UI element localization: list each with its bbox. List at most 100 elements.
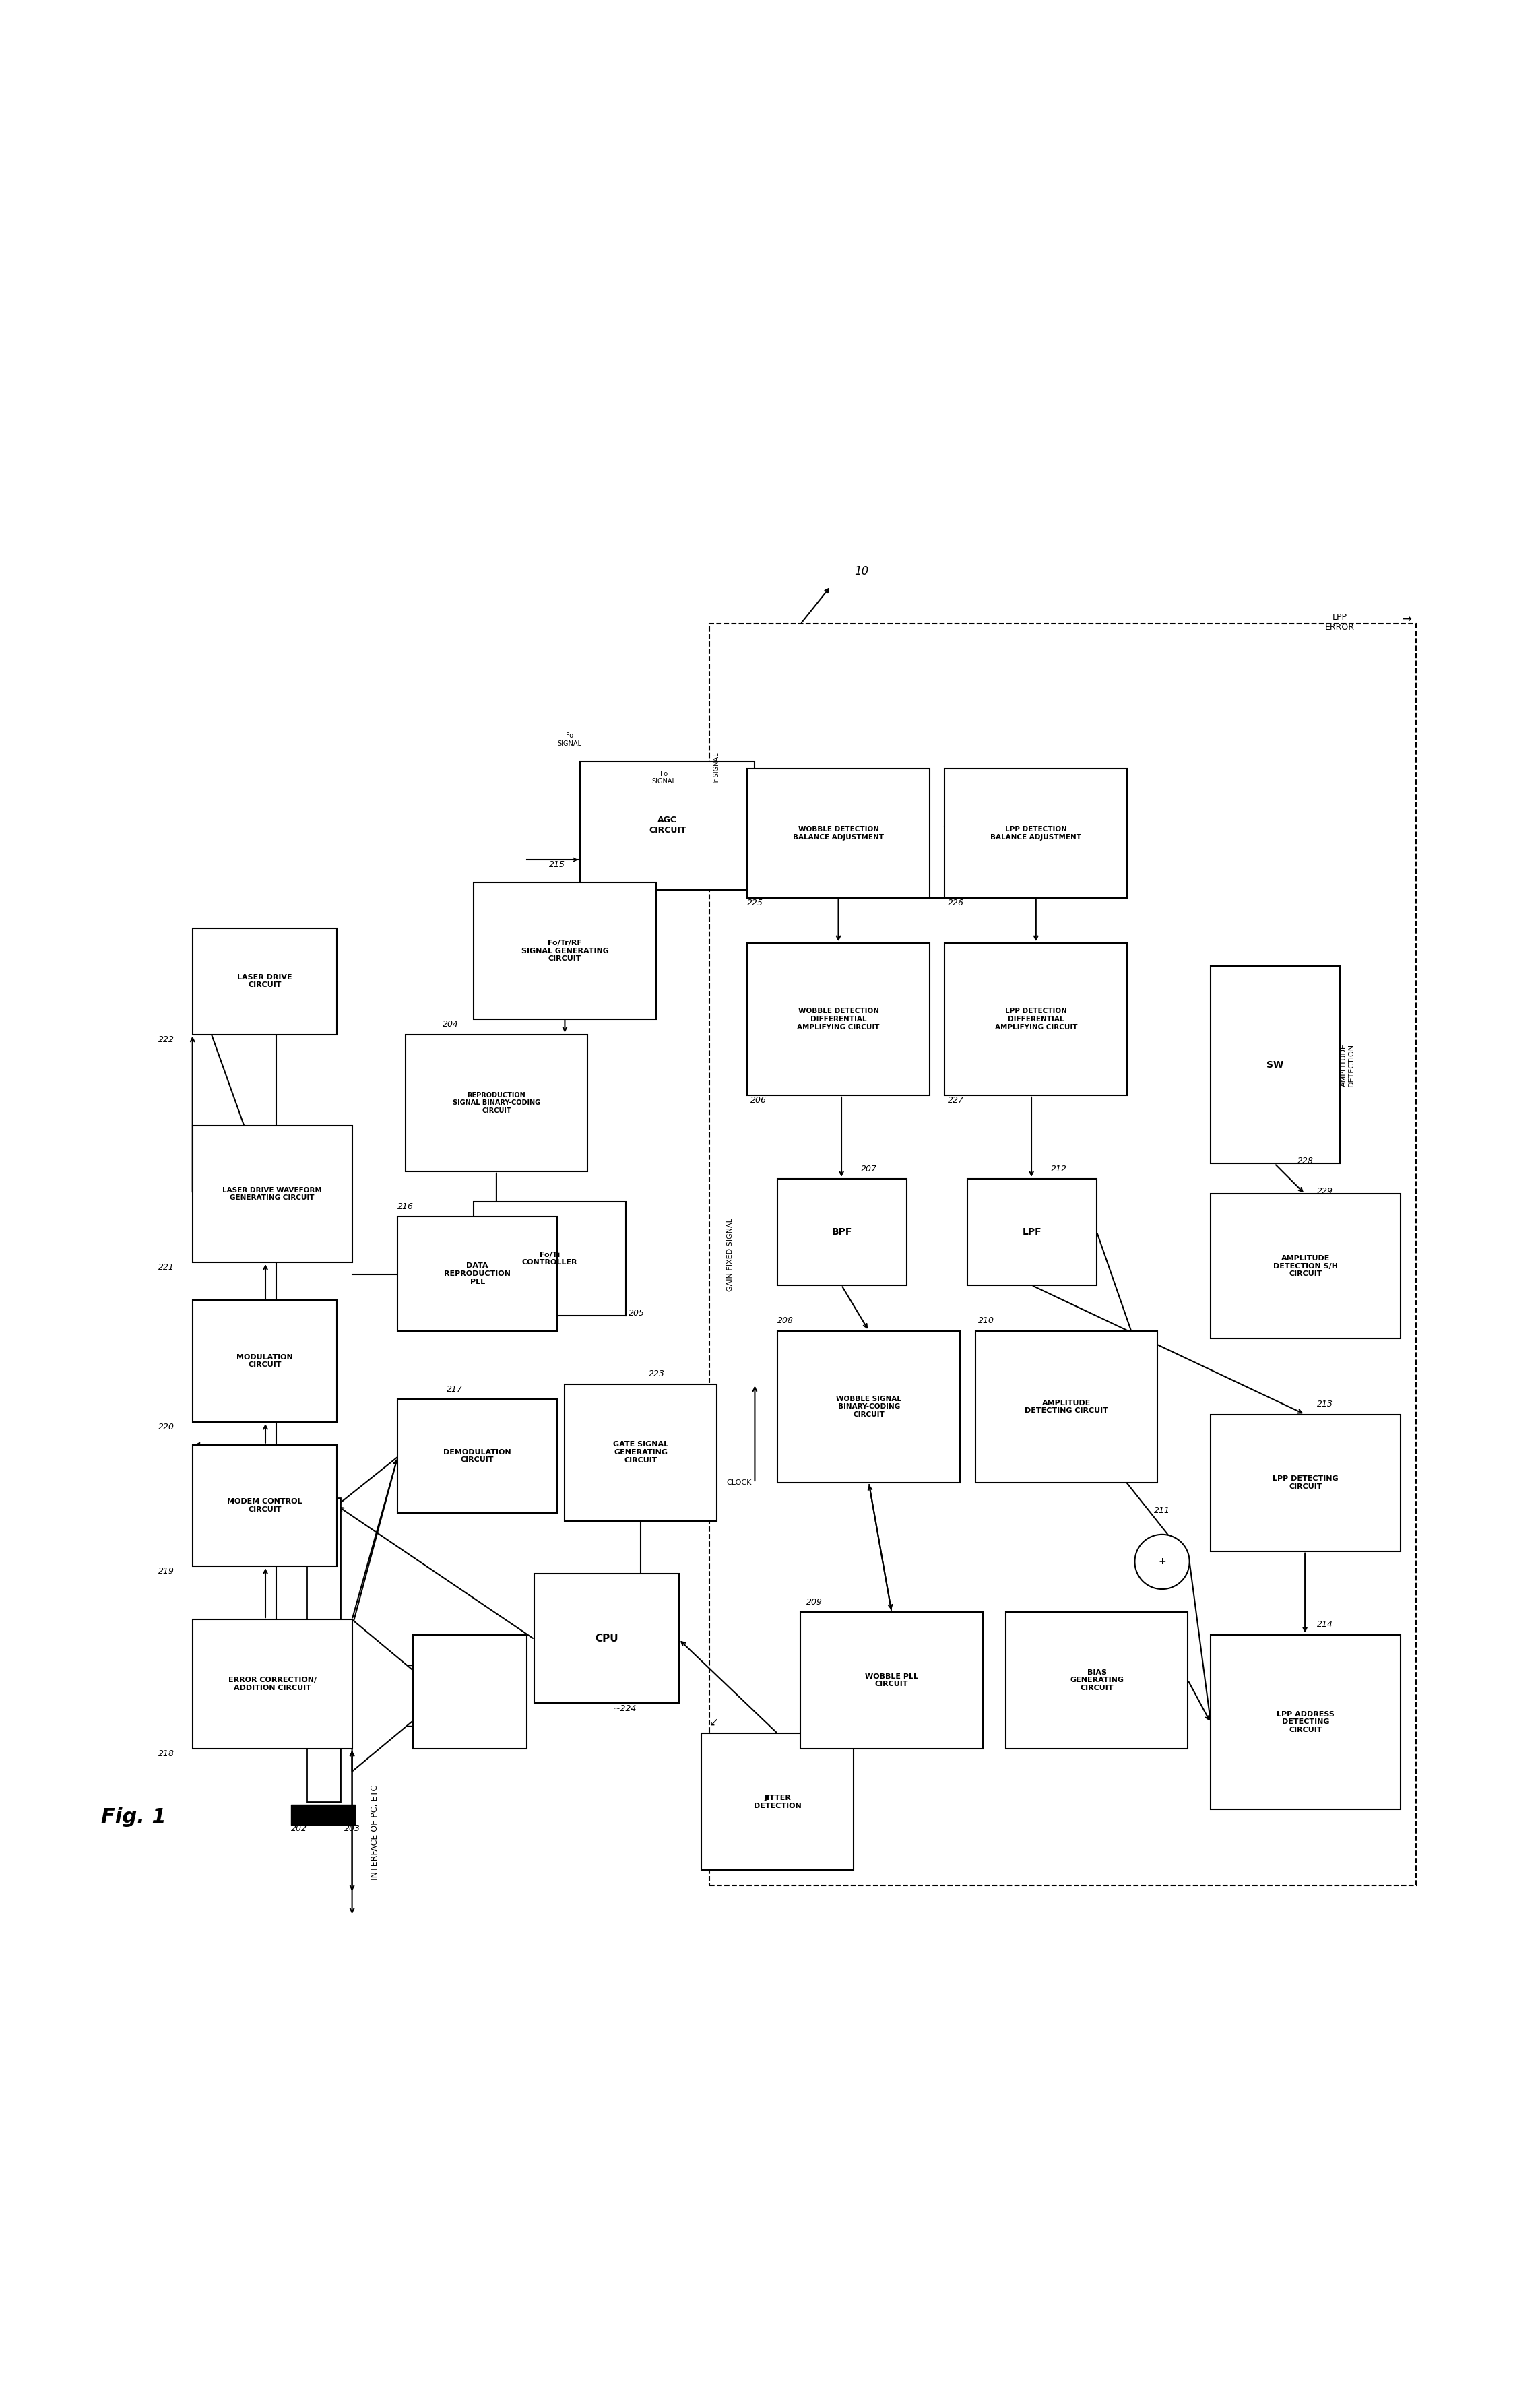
Bar (397, 1218, 557, 1330)
Text: 208: 208 (778, 1316, 793, 1325)
Bar (778, 1330, 959, 1483)
Bar (975, 1330, 1158, 1483)
Text: 211: 211 (1153, 1507, 1170, 1514)
Text: 219: 219 (159, 1567, 174, 1576)
Circle shape (1135, 1535, 1189, 1588)
Bar (1210, 967, 1340, 1163)
Text: 222: 222 (159, 1036, 174, 1044)
Text: +: + (1158, 1557, 1166, 1567)
Text: Fo/Ti
CONTROLLER: Fo/Ti CONTROLLER (522, 1251, 578, 1266)
Text: LPP
ERROR: LPP ERROR (1324, 614, 1355, 633)
Bar (747, 943, 930, 1096)
Text: AMPLITUDE
DETECTION S/H
CIRCUIT: AMPLITUDE DETECTION S/H CIRCUIT (1274, 1256, 1338, 1278)
Text: LASER DRIVE
CIRCUIT: LASER DRIVE CIRCUIT (237, 974, 293, 989)
Text: Tr SIGNAL: Tr SIGNAL (713, 752, 721, 786)
Text: LPP DETECTING
CIRCUIT: LPP DETECTING CIRCUIT (1274, 1476, 1338, 1490)
Text: 226: 226 (947, 898, 964, 907)
Bar (1006, 1612, 1187, 1748)
Text: WOBBLE PLL
CIRCUIT: WOBBLE PLL CIRCUIT (865, 1674, 918, 1688)
Bar (1210, 1636, 1401, 1810)
Text: 216: 216 (397, 1204, 414, 1211)
Text: JITTER
DETECTION: JITTER DETECTION (753, 1796, 801, 1810)
Text: BIAS
GENERATING
CIRCUIT: BIAS GENERATING CIRCUIT (1070, 1669, 1124, 1691)
Text: LPP DETECTION
BALANCE ADJUSTMENT: LPP DETECTION BALANCE ADJUSTMENT (990, 826, 1081, 841)
Text: DEMODULATION
CIRCUIT: DEMODULATION CIRCUIT (444, 1450, 511, 1464)
Bar (967, 1180, 1096, 1285)
Bar (534, 1574, 679, 1703)
Text: 210: 210 (978, 1316, 995, 1325)
Text: CPU: CPU (594, 1633, 618, 1643)
Text: DATA
REPRODUCTION
PLL: DATA REPRODUCTION PLL (444, 1263, 511, 1285)
Text: SW: SW (1267, 1060, 1284, 1070)
Text: 202: 202 (291, 1824, 306, 1832)
Bar (778, 1180, 907, 1285)
Text: 204: 204 (442, 1020, 459, 1029)
Text: REPRODUCTION
SIGNAL BINARY-CODING
CIRCUIT: REPRODUCTION SIGNAL BINARY-CODING CIRCUI… (453, 1091, 541, 1113)
Text: GAIN FIXED SIGNAL: GAIN FIXED SIGNAL (727, 1218, 735, 1292)
Text: CLOCK: CLOCK (727, 1481, 752, 1485)
Text: INTERFACE OF PC, ETC: INTERFACE OF PC, ETC (370, 1784, 379, 1879)
Text: 221: 221 (159, 1263, 174, 1273)
Text: Fo
SIGNAL: Fo SIGNAL (557, 733, 582, 747)
Text: ERROR CORRECTION/
ADDITION CIRCUIT: ERROR CORRECTION/ ADDITION CIRCUIT (228, 1676, 316, 1691)
Text: AMPLITUDE
DETECTING CIRCUIT: AMPLITUDE DETECTING CIRCUIT (1024, 1399, 1109, 1414)
Text: 206: 206 (750, 1096, 767, 1106)
Bar (710, 623, 1415, 1887)
Text: 218: 218 (159, 1750, 174, 1758)
Text: 227: 227 (947, 1096, 964, 1106)
Bar (702, 1734, 853, 1870)
Text: 229: 229 (1317, 1187, 1334, 1196)
Text: Fo
SIGNAL: Fo SIGNAL (651, 771, 676, 786)
Bar (192, 1301, 337, 1421)
Text: 217: 217 (447, 1385, 462, 1395)
Text: 205: 205 (628, 1309, 645, 1318)
Text: 228: 228 (1297, 1156, 1314, 1165)
Bar (801, 1612, 983, 1748)
Text: WOBBLE SIGNAL
BINARY-CODING
CIRCUIT: WOBBLE SIGNAL BINARY-CODING CIRCUIT (836, 1395, 901, 1418)
Bar (747, 769, 930, 898)
Text: 209: 209 (807, 1598, 822, 1607)
Text: WOBBLE DETECTION
DIFFERENTIAL
AMPLIFYING CIRCUIT: WOBBLE DETECTION DIFFERENTIAL AMPLIFYING… (798, 1008, 879, 1029)
Text: BPF: BPF (832, 1227, 853, 1237)
Bar (192, 1125, 353, 1263)
Text: LPF: LPF (1023, 1227, 1041, 1237)
Text: ↙: ↙ (710, 1717, 719, 1729)
Text: 201: 201 (260, 1727, 276, 1736)
Text: 207: 207 (861, 1165, 878, 1173)
Text: 223: 223 (648, 1371, 665, 1378)
Text: AMPLITUDE
DETECTION: AMPLITUDE DETECTION (1340, 1044, 1355, 1087)
Text: MODEM CONTROL
CIRCUIT: MODEM CONTROL CIRCUIT (226, 1497, 302, 1514)
Bar (405, 1034, 588, 1170)
Text: 230: 230 (598, 891, 614, 900)
Bar (474, 884, 656, 1020)
Bar (192, 1445, 337, 1567)
Text: Fo/Tr/RF
SIGNAL GENERATING
CIRCUIT: Fo/Tr/RF SIGNAL GENERATING CIRCUIT (521, 938, 608, 962)
Bar (944, 943, 1127, 1096)
Text: AGC
CIRCUIT: AGC CIRCUIT (648, 817, 687, 836)
Bar (192, 1619, 353, 1748)
Bar (474, 1201, 625, 1316)
Text: 215: 215 (550, 860, 565, 869)
Text: →: → (1403, 614, 1412, 626)
Text: ~224: ~224 (613, 1705, 636, 1712)
Text: 203: 203 (343, 1824, 360, 1832)
Bar (1210, 1194, 1401, 1337)
Text: LPP ADDRESS
DETECTING
CIRCUIT: LPP ADDRESS DETECTING CIRCUIT (1277, 1710, 1335, 1734)
Text: 214: 214 (1317, 1621, 1334, 1629)
Text: LPP DETECTION
DIFFERENTIAL
AMPLIFYING CIRCUIT: LPP DETECTION DIFFERENTIAL AMPLIFYING CI… (995, 1008, 1076, 1029)
Text: LASER DRIVE WAVEFORM
GENERATING CIRCUIT: LASER DRIVE WAVEFORM GENERATING CIRCUIT (222, 1187, 322, 1201)
Bar (581, 762, 755, 891)
Bar (192, 929, 337, 1034)
Text: 220: 220 (159, 1423, 174, 1430)
Text: 225: 225 (747, 898, 764, 907)
Text: GATE SIGNAL
GENERATING
CIRCUIT: GATE SIGNAL GENERATING CIRCUIT (613, 1442, 668, 1464)
Bar (565, 1385, 716, 1521)
Bar (944, 769, 1127, 898)
Bar (413, 1636, 527, 1748)
Text: WOBBLE DETECTION
BALANCE ADJUSTMENT: WOBBLE DETECTION BALANCE ADJUSTMENT (793, 826, 884, 841)
Text: MODULATION
CIRCUIT: MODULATION CIRCUIT (237, 1354, 293, 1368)
Text: 213: 213 (1317, 1399, 1334, 1409)
Bar (1210, 1414, 1401, 1552)
Polygon shape (353, 1619, 444, 1772)
Bar (306, 1497, 340, 1803)
